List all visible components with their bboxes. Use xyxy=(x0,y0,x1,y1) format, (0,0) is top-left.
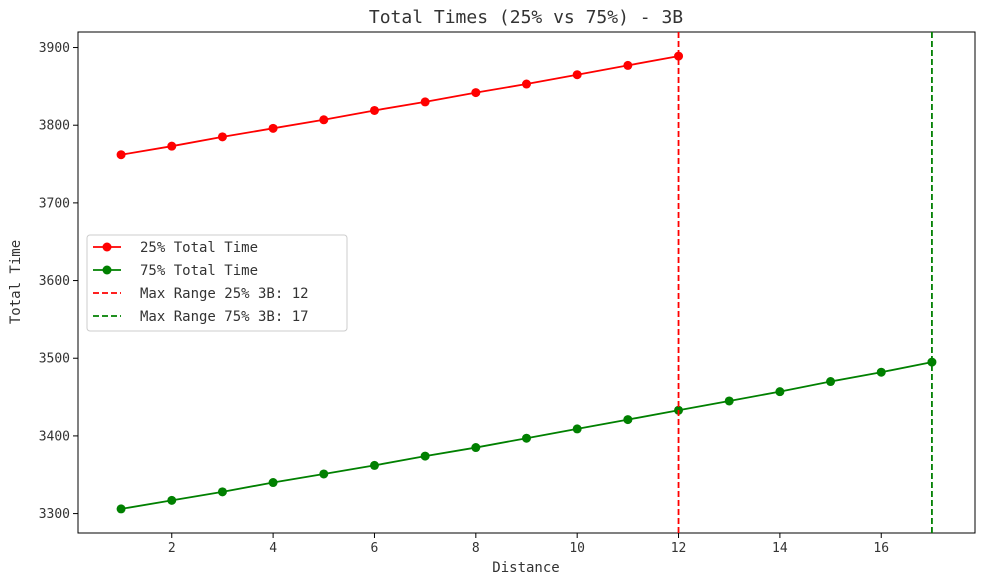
data-point-2 xyxy=(826,377,836,387)
data-point-2 xyxy=(319,469,329,479)
data-point-1 xyxy=(420,97,430,107)
chart-title: Total Times (25% vs 75%) - 3B xyxy=(369,7,683,28)
data-point-2 xyxy=(927,357,937,367)
legend: 25% Total Time 75% Total Time Max Range 25… xyxy=(86,234,348,332)
data-point-2 xyxy=(623,415,633,425)
x-tick-label: 10 xyxy=(569,541,585,556)
data-point-2 xyxy=(167,495,177,505)
x-tick-label: 12 xyxy=(671,541,687,556)
data-point-1 xyxy=(116,150,126,160)
data-point-1 xyxy=(268,123,278,133)
x-tick-label: 6 xyxy=(371,541,379,556)
x-axis-label: Distance xyxy=(492,560,559,576)
data-point-2 xyxy=(217,487,227,497)
y-tick-label: 3900 xyxy=(39,41,70,56)
legend-label-3: Max Range 25% 3B: 12 xyxy=(140,286,309,302)
legend-box xyxy=(86,234,348,332)
x-tick-label: 4 xyxy=(269,541,277,556)
y-tick-label: 3300 xyxy=(39,507,70,522)
data-point-2 xyxy=(369,460,379,470)
x-tick-label: 8 xyxy=(472,541,480,556)
data-point-1 xyxy=(167,141,177,151)
data-point-2 xyxy=(724,396,734,406)
y-tick-label: 3700 xyxy=(39,196,70,211)
legend-marker-1 xyxy=(102,242,112,252)
data-point-1 xyxy=(319,115,329,125)
data-point-1 xyxy=(217,132,227,142)
legend-label-1: 25% Total Time xyxy=(140,240,258,256)
series-line-1 xyxy=(120,55,679,156)
data-point-2 xyxy=(876,367,886,377)
data-point-2 xyxy=(420,451,430,461)
y-tick-label: 3800 xyxy=(39,119,70,134)
data-point-2 xyxy=(471,443,481,453)
y-tick-label: 3400 xyxy=(39,429,70,444)
x-tick-label: 16 xyxy=(873,541,889,556)
y-tick-label: 3500 xyxy=(39,352,70,367)
data-point-1 xyxy=(369,105,379,115)
data-point-2 xyxy=(522,433,531,443)
x-tick-label: 2 xyxy=(168,541,176,556)
data-point-2 xyxy=(116,504,126,514)
data-point-2 xyxy=(268,478,278,488)
data-point-1 xyxy=(674,51,684,61)
x-tick-label: 14 xyxy=(772,541,788,556)
plot-area: 2 4 6 8 10 12 14 16 3300 3400 3500 3600 3700 3800 3900 xyxy=(39,31,976,556)
axes-frame xyxy=(77,31,976,534)
data-point-2 xyxy=(775,387,785,397)
data-point-2 xyxy=(572,424,582,434)
y-tick-label: 3600 xyxy=(39,274,70,289)
legend-marker-2 xyxy=(102,265,112,275)
data-point-1 xyxy=(522,79,531,89)
legend-label-4: Max Range 75% 3B: 17 xyxy=(140,309,309,325)
legend-label-2: 75% Total Time xyxy=(140,263,258,279)
data-point-1 xyxy=(623,60,633,70)
y-axis-label: Total Time xyxy=(8,240,24,324)
data-point-1 xyxy=(572,70,582,80)
data-point-1 xyxy=(471,88,481,98)
